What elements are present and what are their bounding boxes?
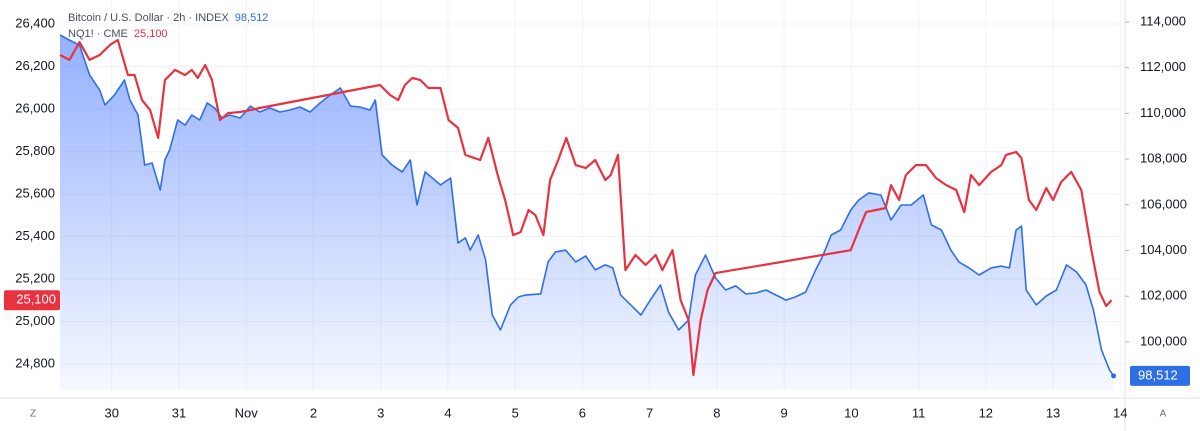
x-tick-label: 5 xyxy=(512,405,519,420)
area-fill xyxy=(60,35,1114,390)
y-tick-label: 25,400 xyxy=(15,228,55,243)
x-tick-label: 11 xyxy=(912,405,926,420)
last-point xyxy=(1111,373,1117,379)
x-tick-label: 2 xyxy=(310,405,317,420)
axis-button[interactable]: Z xyxy=(30,409,36,420)
y2-tick-label: 108,000 xyxy=(1140,151,1187,166)
last-value-badge xyxy=(1130,365,1190,386)
y-tick-label: 24,800 xyxy=(15,356,55,371)
x-tick-label: 30 xyxy=(105,405,119,420)
labels: 30 31 Nov 2 3 4 5 6 7 8 9 10 11 12 13 14 24,800 25,000 25,… xyxy=(4,12,1190,420)
x-tick-label: 14 xyxy=(1113,405,1127,420)
legend-value: 25,100 xyxy=(134,28,168,40)
y-tick-label: 26,400 xyxy=(15,15,55,30)
axis-button[interactable]: A xyxy=(1160,409,1167,420)
x-tick-label: 4 xyxy=(444,405,451,420)
x-tick-label: 12 xyxy=(979,405,993,420)
last-value-badge xyxy=(4,290,60,311)
legend-name: Bitcoin / U.S. Dollar · 2h · INDEX xyxy=(68,12,229,24)
x-tick-label: 10 xyxy=(844,405,858,420)
x-tick-label: 6 xyxy=(579,405,586,420)
series-line xyxy=(59,38,1113,377)
y2-tick-label: 104,000 xyxy=(1140,242,1187,257)
x-tick-label: 31 xyxy=(172,405,186,420)
y2-tick-label: 106,000 xyxy=(1140,196,1187,211)
x-tick-label: 8 xyxy=(713,405,720,420)
y2-tick-label: 110,000 xyxy=(1140,105,1186,120)
plot xyxy=(59,34,1117,390)
x-tick-label: 13 xyxy=(1046,405,1060,420)
legend-name: NQ1! · CME xyxy=(68,28,128,40)
y-tick-label: 26,000 xyxy=(15,100,55,115)
y2-tick-label: 100,000 xyxy=(1140,333,1187,348)
legend-value: 98,512 xyxy=(235,12,269,24)
last-value-label: 98,512 xyxy=(1138,367,1178,382)
y-tick-label: 25,800 xyxy=(15,143,55,158)
y-tick-label: 26,200 xyxy=(15,58,55,73)
x-tick-label: 7 xyxy=(646,405,653,420)
last-value-label: 25,100 xyxy=(16,292,56,307)
y-tick-label: 25,000 xyxy=(15,313,55,328)
x-tick-label: 9 xyxy=(781,405,788,420)
x-tick-label: Nov xyxy=(235,405,259,420)
y-tick-label: 25,200 xyxy=(15,270,55,285)
y2-tick-label: 102,000 xyxy=(1140,288,1187,303)
series-line xyxy=(59,34,1115,377)
y2-tick-label: 112,000 xyxy=(1140,59,1186,74)
y-tick-label: 25,600 xyxy=(15,185,55,200)
y2-tick-label: 114,000 xyxy=(1140,13,1186,28)
x-tick-label: 3 xyxy=(377,405,384,420)
